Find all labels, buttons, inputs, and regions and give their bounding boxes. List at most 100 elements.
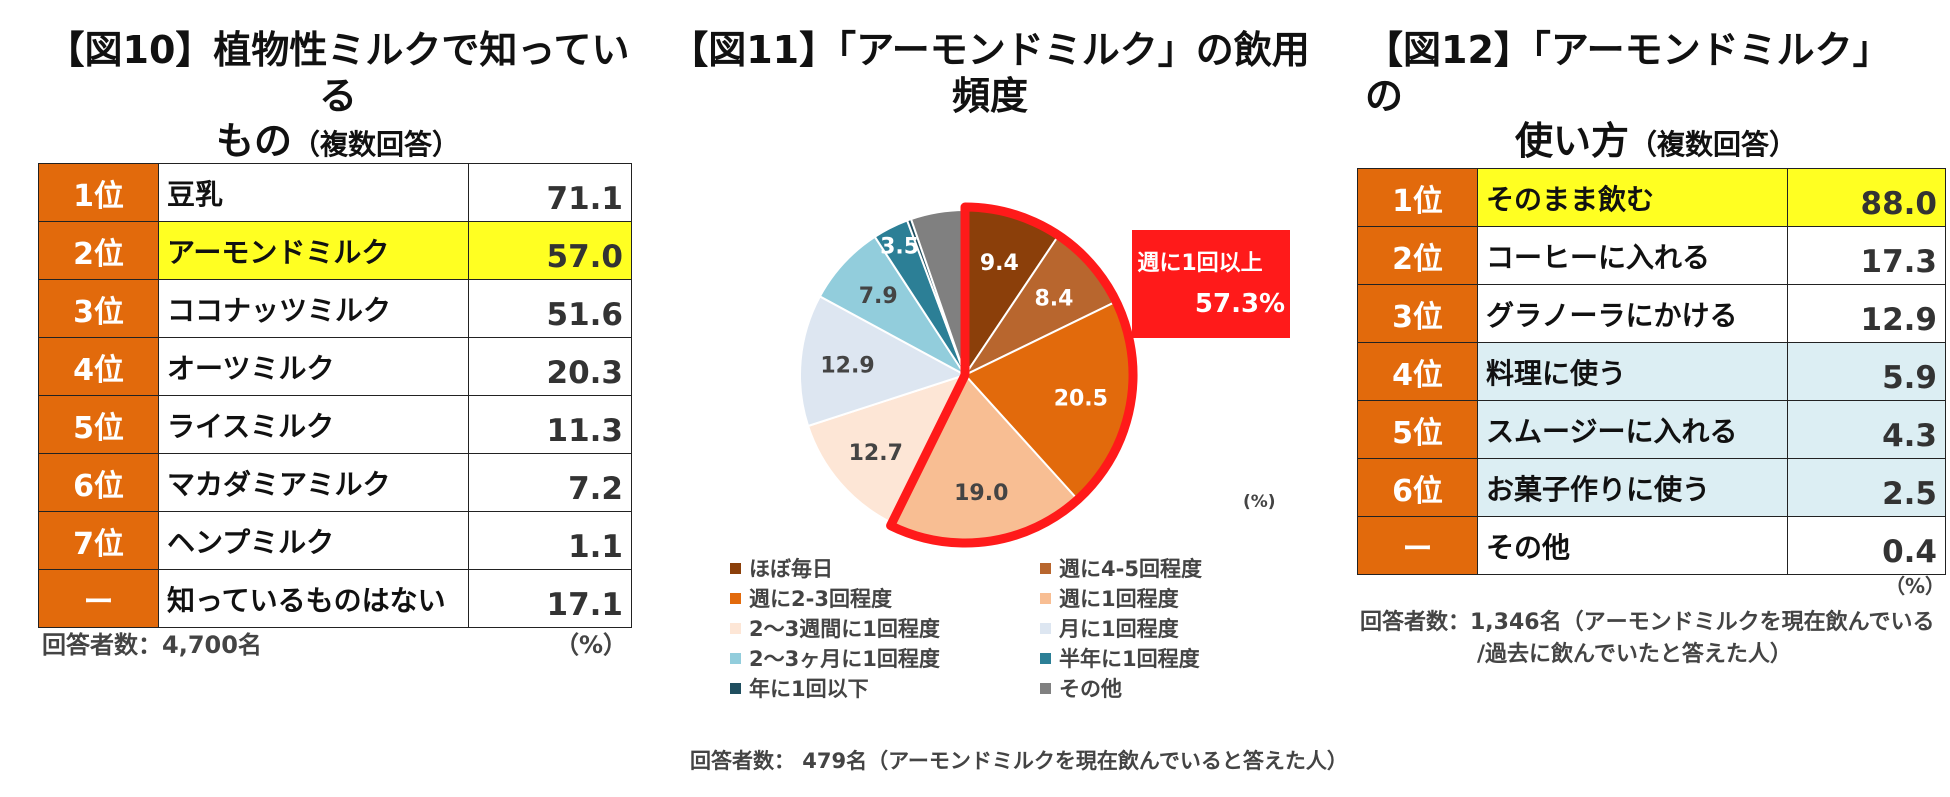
fig12-row: ーその他 0.4 <box>1357 516 1946 575</box>
fig12-name-cell: スムージーに入れる <box>1477 400 1788 459</box>
fig12-row: 3位 グラノーラにかける 12.9 <box>1357 284 1946 343</box>
legend-swatch <box>730 622 741 634</box>
fig12-title-sub: （複数回答） <box>1629 128 1798 162</box>
fig12-rank-cell: 1位 <box>1357 168 1478 227</box>
pie-slice-label: 12.9 <box>820 353 874 378</box>
fig12-row: 1位 そのまま飲む 88.0 <box>1357 168 1946 227</box>
pie-slice-label: 3.5 <box>880 235 919 260</box>
fig12-title: 【図12】「アーモンドミルク」の 使い方（複数回答） <box>1365 28 1925 165</box>
legend-label: 月に1回程度 <box>1059 617 1179 641</box>
fig12-title-line1: 【図12】「アーモンドミルク」の <box>1365 28 1891 118</box>
fig11-title: 【図11】「アーモンドミルク」の飲用頻度 <box>670 28 1310 118</box>
legend-item: 週に4-5回程度 <box>1040 553 1290 583</box>
weekly-callout-label: 週に1回以上 <box>1137 251 1262 276</box>
legend-item: 年に1回以下 <box>730 673 1040 703</box>
legend-label: ほぼ毎日 <box>749 557 833 581</box>
legend-item: その他 <box>1040 673 1290 703</box>
weekly-callout-value: 57.3% <box>1195 289 1285 319</box>
pie-slice-label: 8.4 <box>1035 287 1074 312</box>
fig10-unit: （%） <box>555 631 628 659</box>
fig12-respondents: 回答者数：1,346名（アーモンドミルクを現在飲んでいる /過去に飲んでいたと答… <box>1360 604 1935 668</box>
fig12-ranking-table: 1位 そのまま飲む 88.0 2位 コーヒーに入れる 17.3 3位 グラノーラにかける 12.… <box>1357 168 1946 575</box>
fig12-rank-cell: ー <box>1357 516 1478 575</box>
weekly-callout-box <box>1132 230 1290 338</box>
fig12-rank-cell: 2位 <box>1357 226 1478 285</box>
fig10-name-cell: 知っているものはない <box>158 569 469 628</box>
fig12-name-cell: そのまま飲む <box>1477 168 1788 227</box>
legend-swatch <box>1040 652 1051 664</box>
fig10-title-line1: 【図10】植物性ミルクで知っている <box>46 28 630 118</box>
fig12-row: 6位 お菓子作りに使う 2.5 <box>1357 458 1946 517</box>
fig10-value-cell: 57.0 <box>468 221 632 280</box>
fig10-rank-cell: 7位 <box>38 511 159 570</box>
fig12-row: 2位 コーヒーに入れる 17.3 <box>1357 226 1946 285</box>
legend-swatch <box>1040 622 1051 634</box>
fig10-title-sub: （複数回答） <box>292 128 461 162</box>
fig10-row: 2位 アーモンドミルク 57.0 <box>38 221 632 280</box>
fig10-row: 4位 オーツミルク 20.3 <box>38 337 632 396</box>
legend-label: 週に4-5回程度 <box>1059 557 1202 581</box>
fig12-rank-cell: 4位 <box>1357 342 1478 401</box>
fig10-value-cell: 51.6 <box>468 279 632 338</box>
legend-swatch <box>730 652 741 664</box>
fig10-row: ー知っているものはない 17.1 <box>38 569 632 628</box>
fig10-name-cell: オーツミルク <box>158 337 469 396</box>
fig12-unit: （%） <box>1885 574 1946 598</box>
fig10-name-cell: ライスミルク <box>158 395 469 454</box>
legend-item: 月に1回程度 <box>1040 613 1290 643</box>
legend-item: 週に2-3回程度 <box>730 583 1040 613</box>
fig10-rank-cell: 4位 <box>38 337 159 396</box>
pie-slice-label: 12.7 <box>849 441 903 466</box>
fig10-rank-cell: ー <box>38 569 159 628</box>
legend-label: 年に1回以下 <box>749 677 869 701</box>
weekly-highlight-outline <box>886 202 1138 548</box>
fig12-name-cell: その他 <box>1477 516 1788 575</box>
fig10-row: 3位 ココナッツミルク 51.6 <box>38 279 632 338</box>
legend-label: 2～3ヶ月に1回程度 <box>749 647 940 671</box>
fig10-respondents: 回答者数：4,700名 <box>42 631 262 659</box>
fig10-row: 5位 ライスミルク 11.3 <box>38 395 632 454</box>
fig12-rank-cell: 5位 <box>1357 400 1478 459</box>
pie-slice-label: 9.4 <box>980 251 1019 276</box>
fig10-rank-cell: 3位 <box>38 279 159 338</box>
pie-slice-label: 7.9 <box>859 284 898 309</box>
fig10-name-cell: マカダミアミルク <box>158 453 469 512</box>
fig10-value-cell: 20.3 <box>468 337 632 396</box>
fig11-pie-chart: 9.4 8.4 20.5 19.0 12.7 12.9 7.9 3.5 週に1回以上 57.3… <box>799 202 1290 548</box>
fig10-title-line2: もの <box>215 119 292 164</box>
fig10-value-cell: 1.1 <box>468 511 632 570</box>
legend-item: 半年に1回程度 <box>1040 643 1290 673</box>
fig10-value-cell: 7.2 <box>468 453 632 512</box>
fig12-title-line2: 使い方 <box>1515 119 1630 164</box>
legend-swatch <box>1040 682 1051 694</box>
legend-item: 2～3週間に1回程度 <box>730 613 1040 643</box>
legend-item: 週に1回程度 <box>1040 583 1290 613</box>
pie-slice-label: 20.5 <box>1054 386 1108 411</box>
legend-label: 週に2-3回程度 <box>749 587 892 611</box>
legend-swatch <box>730 562 741 574</box>
legend-item: ほぼ毎日 <box>730 553 1040 583</box>
fig12-rank-cell: 6位 <box>1357 458 1478 517</box>
fig12-value-cell: 0.4 <box>1787 516 1946 575</box>
fig10-row: 7位 ヘンプミルク 1.1 <box>38 511 632 570</box>
fig10-value-cell: 11.3 <box>468 395 632 454</box>
legend-swatch <box>1040 562 1051 574</box>
legend-label: 週に1回程度 <box>1059 587 1179 611</box>
pie-slice <box>799 295 968 428</box>
fig12-value-cell: 88.0 <box>1787 168 1946 227</box>
fig12-row: 5位 スムージーに入れる 4.3 <box>1357 400 1946 459</box>
legend-swatch <box>730 682 741 694</box>
fig10-name-cell: 豆乳 <box>158 163 469 222</box>
fig10-rank-cell: 5位 <box>38 395 159 454</box>
legend-swatch <box>730 592 741 604</box>
fig11-respondents: 回答者数： 479名（アーモンドミルクを現在飲んでいると答えた人） <box>690 749 1348 773</box>
fig12-value-cell: 4.3 <box>1787 400 1946 459</box>
fig10-title: 【図10】植物性ミルクで知っている もの（複数回答） <box>28 28 648 165</box>
fig12-name-cell: グラノーラにかける <box>1477 284 1788 343</box>
fig10-row: 1位 豆乳 71.1 <box>38 163 632 222</box>
fig12-value-cell: 5.9 <box>1787 342 1946 401</box>
pie-slice-label: 19.0 <box>954 481 1008 506</box>
fig10-row: 6位 マカダミアミルク 7.2 <box>38 453 632 512</box>
fig12-row: 4位 料理に使う 5.9 <box>1357 342 1946 401</box>
fig10-rank-cell: 6位 <box>38 453 159 512</box>
